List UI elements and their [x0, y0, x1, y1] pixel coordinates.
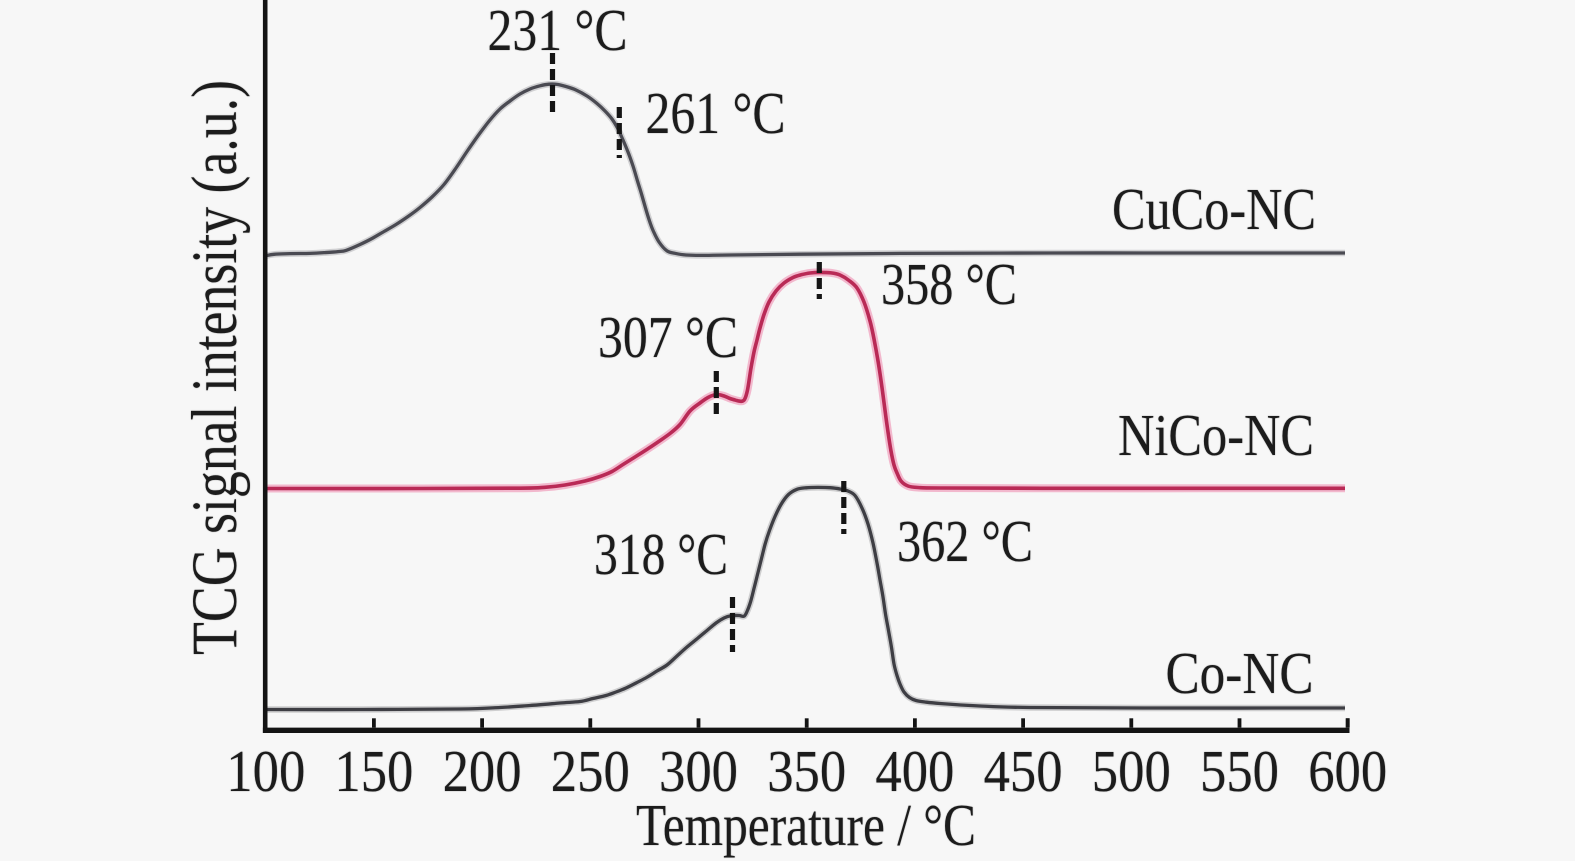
svg-text:100: 100	[226, 738, 305, 804]
svg-text:300: 300	[659, 738, 738, 804]
svg-text:400: 400	[875, 738, 954, 804]
svg-text:231 °C: 231 °C	[488, 0, 628, 63]
svg-text:450: 450	[984, 738, 1063, 804]
svg-text:261 °C: 261 °C	[646, 80, 786, 146]
svg-text:Co-NC: Co-NC	[1166, 640, 1314, 706]
svg-text:307 °C: 307 °C	[598, 304, 738, 370]
svg-text:350: 350	[767, 738, 846, 804]
svg-text:358 °C: 358 °C	[881, 251, 1017, 317]
svg-text:150: 150	[334, 738, 413, 804]
svg-text:TCG signal intensity (a.u.): TCG signal intensity (a.u.)	[179, 80, 251, 655]
svg-text:500: 500	[1092, 738, 1171, 804]
svg-text:362 °C: 362 °C	[897, 508, 1033, 574]
svg-text:200: 200	[443, 738, 522, 804]
svg-text:318 °C: 318 °C	[594, 521, 728, 587]
svg-text:Temperature / °C: Temperature / °C	[636, 792, 976, 858]
svg-text:600: 600	[1308, 738, 1387, 804]
svg-text:550: 550	[1200, 738, 1279, 804]
svg-text:NiCo-NC: NiCo-NC	[1118, 402, 1314, 468]
svg-text:250: 250	[551, 738, 630, 804]
svg-text:CuCo-NC: CuCo-NC	[1112, 176, 1316, 242]
